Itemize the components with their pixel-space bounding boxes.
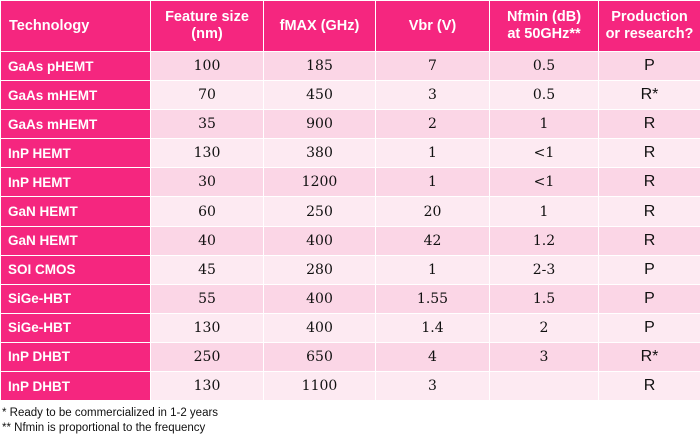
cell-vbr: 42 [375, 225, 490, 256]
cell-technology: SiGe-HBT [0, 283, 151, 314]
cell-production: R [598, 225, 700, 256]
cell-technology: GaAs pHEMT [0, 50, 151, 82]
cell-vbr: 20 [375, 196, 490, 227]
cell-feature-size: 130 [150, 371, 264, 402]
table-row: GaAs mHEMT 70 450 3 0.5 R* [0, 80, 700, 111]
cell-fmax: 250 [263, 196, 376, 227]
footnotes: * Ready to be commercialized in 1-2 year… [2, 406, 218, 436]
cell-fmax: 185 [263, 50, 376, 82]
cell-vbr: 3 [375, 80, 490, 111]
technology-comparison: Technology Feature size (nm) fMAX (GHz) V… [0, 0, 700, 402]
cell-fmax: 900 [263, 109, 376, 140]
cell-vbr: 1.4 [375, 312, 490, 343]
cell-feature-size: 55 [150, 283, 264, 314]
cell-feature-size: 250 [150, 341, 264, 373]
header-production: Production or research? [598, 0, 700, 52]
cell-production: R [598, 371, 700, 402]
cell-nfmin: <1 [489, 167, 599, 198]
cell-nfmin: <1 [489, 138, 599, 169]
cell-nfmin: 0.5 [489, 50, 599, 82]
cell-vbr: 1 [375, 138, 490, 169]
table-row: InP DHBT 130 1100 3 R [0, 371, 700, 402]
table-row: InP DHBT 250 650 4 3 R* [0, 341, 700, 373]
cell-nfmin: 0.5 [489, 80, 599, 111]
cell-fmax: 400 [263, 225, 376, 256]
table-row: InP HEMT 130 380 1 <1 R [0, 138, 700, 169]
cell-feature-size: 30 [150, 167, 264, 198]
cell-fmax: 380 [263, 138, 376, 169]
table-row: GaN HEMT 40 400 42 1.2 R [0, 225, 700, 256]
cell-feature-size: 70 [150, 80, 264, 111]
cell-technology: GaN HEMT [0, 196, 151, 227]
cell-vbr: 1.55 [375, 283, 490, 314]
table-row: GaN HEMT 60 250 20 1 R [0, 196, 700, 227]
cell-fmax: 280 [263, 254, 376, 285]
header-row: Technology Feature size (nm) fMAX (GHz) V… [0, 0, 700, 52]
cell-technology: GaN HEMT [0, 225, 151, 256]
table-row: InP HEMT 30 1200 1 <1 R [0, 167, 700, 198]
cell-vbr: 7 [375, 50, 490, 82]
cell-nfmin: 2 [489, 312, 599, 343]
cell-technology: SOI CMOS [0, 254, 151, 285]
cell-nfmin: 1.5 [489, 283, 599, 314]
cell-fmax: 450 [263, 80, 376, 111]
cell-nfmin: 1 [489, 196, 599, 227]
cell-nfmin: 1.2 [489, 225, 599, 256]
cell-vbr: 4 [375, 341, 490, 373]
cell-feature-size: 130 [150, 312, 264, 343]
cell-feature-size: 35 [150, 109, 264, 140]
footnote-nfmin: ** Nfmin is proportional to the frequenc… [2, 422, 206, 434]
cell-production: P [598, 283, 700, 314]
cell-feature-size: 40 [150, 225, 264, 256]
table-row: SiGe-HBT 55 400 1.55 1.5 P [0, 283, 700, 314]
cell-vbr: 1 [375, 167, 490, 198]
cell-fmax: 400 [263, 312, 376, 343]
cell-vbr: 3 [375, 371, 490, 402]
technology-table: Technology Feature size (nm) fMAX (GHz) V… [0, 0, 700, 402]
table-row: GaAs mHEMT 35 900 2 1 R [0, 109, 700, 140]
cell-technology: GaAs mHEMT [0, 109, 151, 140]
header-technology: Technology [0, 0, 151, 52]
cell-production: R* [598, 80, 700, 111]
cell-fmax: 400 [263, 283, 376, 314]
cell-technology: InP HEMT [0, 167, 151, 198]
cell-production: R [598, 109, 700, 140]
header-feature-size: Feature size (nm) [150, 0, 264, 52]
cell-feature-size: 60 [150, 196, 264, 227]
header-nfmin: Nfmin (dB) at 50GHz** [489, 0, 599, 52]
table-body: GaAs pHEMT 100 185 7 0.5 P GaAs mHEMT 70 450 3 0.5… [0, 50, 700, 402]
footnote-commercialized: * Ready to be commercialized in 1-2 year… [2, 407, 219, 419]
cell-fmax: 1200 [263, 167, 376, 198]
cell-feature-size: 45 [150, 254, 264, 285]
cell-production: P [598, 254, 700, 285]
cell-technology: InP HEMT [0, 138, 151, 169]
cell-production: R [598, 167, 700, 198]
cell-fmax: 1100 [263, 371, 376, 402]
cell-production: R [598, 196, 700, 227]
table-row: GaAs pHEMT 100 185 7 0.5 P [0, 50, 700, 82]
header-fmax: fMAX (GHz) [263, 0, 376, 52]
table-row: SOI CMOS 45 280 1 2-3 P [0, 254, 700, 285]
cell-nfmin: 1 [489, 109, 599, 140]
cell-technology: InP DHBT [0, 371, 151, 402]
cell-vbr: 1 [375, 254, 490, 285]
table-row: SiGe-HBT 130 400 1.4 2 P [0, 312, 700, 343]
table-header: Technology Feature size (nm) fMAX (GHz) V… [0, 0, 700, 52]
cell-feature-size: 130 [150, 138, 264, 169]
cell-fmax: 650 [263, 341, 376, 373]
cell-nfmin [489, 371, 599, 402]
cell-technology: SiGe-HBT [0, 312, 151, 343]
cell-production: R [598, 138, 700, 169]
cell-feature-size: 100 [150, 50, 264, 82]
cell-production: R* [598, 341, 700, 373]
cell-production: P [598, 312, 700, 343]
cell-production: P [598, 50, 700, 82]
cell-technology: InP DHBT [0, 341, 151, 373]
cell-technology: GaAs mHEMT [0, 80, 151, 111]
cell-nfmin: 3 [489, 341, 599, 373]
cell-nfmin: 2-3 [489, 254, 599, 285]
cell-vbr: 2 [375, 109, 490, 140]
header-vbr: Vbr (V) [375, 0, 490, 52]
